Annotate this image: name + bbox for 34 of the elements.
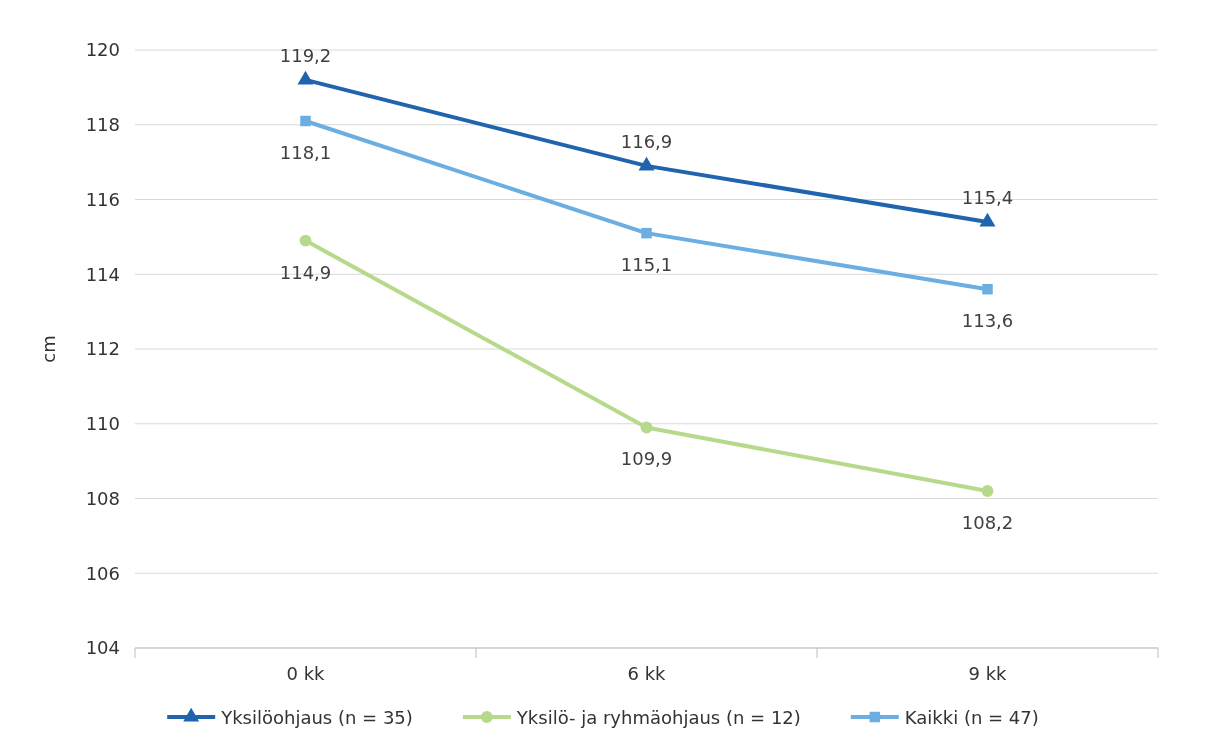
point bbox=[638, 156, 655, 171]
legend-label: Kaikki (n = 47) bbox=[904, 707, 1039, 728]
data-label: 116,9 bbox=[620, 130, 673, 152]
y-tick-label: 104 bbox=[85, 637, 120, 659]
data-label: 108,2 bbox=[961, 512, 1014, 534]
data-label: 113,6 bbox=[961, 310, 1014, 332]
x-tick-label: 9 kk bbox=[968, 663, 1008, 684]
y-tick-label: 110 bbox=[85, 413, 120, 435]
y-tick-label: 112 bbox=[85, 338, 120, 360]
x-tick-label: 0 kk bbox=[286, 663, 326, 684]
y-tick-label: 106 bbox=[85, 562, 120, 584]
y-tick-label: 120 bbox=[85, 39, 120, 61]
data-label: 109,9 bbox=[620, 448, 673, 470]
point bbox=[640, 421, 653, 434]
point bbox=[300, 115, 311, 127]
data-label: 114,9 bbox=[279, 261, 332, 283]
y-tick-label: 116 bbox=[85, 188, 120, 210]
point bbox=[641, 227, 652, 239]
data-label: 119,2 bbox=[279, 44, 332, 66]
data-label: 118,1 bbox=[279, 142, 332, 164]
point bbox=[297, 70, 314, 85]
point bbox=[979, 212, 996, 227]
data-label: 115,4 bbox=[961, 186, 1014, 208]
x-tick-label: 6 kk bbox=[627, 663, 667, 684]
y-tick-label: 118 bbox=[85, 114, 120, 136]
data-label: 115,1 bbox=[620, 254, 673, 276]
y-tick-label: 114 bbox=[85, 263, 120, 285]
point bbox=[982, 283, 993, 295]
point bbox=[299, 234, 312, 247]
legend-label: Yksilöohjaus (n = 35) bbox=[220, 707, 413, 728]
y-axis-title: cm bbox=[38, 335, 59, 363]
point bbox=[981, 485, 994, 497]
y-tick-label: 108 bbox=[85, 487, 120, 509]
legend-label: Yksilö- ja ryhmäohjaus (n = 12) bbox=[515, 707, 801, 728]
